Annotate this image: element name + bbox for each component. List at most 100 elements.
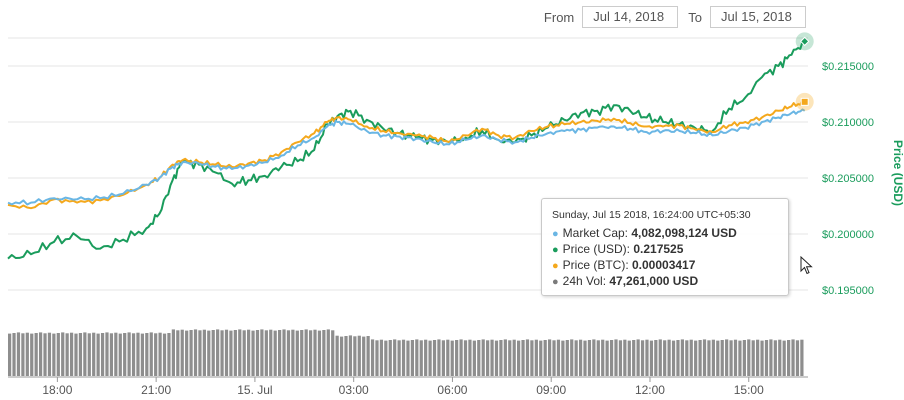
volume-bar [127, 332, 131, 376]
volume-bar [410, 340, 415, 376]
volume-bar [216, 329, 220, 376]
to-date-input[interactable]: Jul 15, 2018 [710, 6, 806, 28]
volume-bar [791, 339, 795, 376]
price-usd-marker [800, 36, 810, 47]
volume-bar [570, 339, 574, 376]
y-axis-title: Price (USD) [891, 140, 904, 206]
volume-bar [733, 339, 738, 376]
volume-bar [114, 332, 118, 376]
volume-bar [105, 332, 109, 376]
volume-bar [74, 333, 78, 376]
volume-bar [87, 333, 91, 376]
tooltip-date: Sunday, Jul 15 2018, 16:24:00 UTC+05:30 [552, 209, 751, 221]
volume-bar [393, 339, 397, 376]
volume-bar [707, 340, 711, 376]
volume-bar [747, 339, 751, 376]
volume-bar [587, 340, 592, 376]
price-usd-dot-icon: ● [552, 244, 559, 256]
volume-bar [251, 330, 255, 376]
series-line-price-usd [7, 40, 805, 260]
price-btc-marker [800, 97, 809, 106]
volume-bar [335, 335, 339, 376]
volume-bar [778, 339, 782, 376]
volume-bar [370, 339, 375, 376]
volume-bar [255, 330, 260, 376]
volume-bar [273, 330, 277, 376]
volume-bar [547, 339, 552, 376]
volume-bar [123, 333, 127, 376]
volume-bar [605, 340, 609, 376]
volume-bar [339, 336, 344, 376]
volume-bar [109, 333, 114, 376]
volume-bar [512, 339, 516, 376]
tooltip-row-price-usd: ● Price (USD): 0.217525 [552, 241, 778, 257]
volume-bar [229, 330, 233, 376]
y-tick-label: $0.205000 [822, 173, 874, 185]
y-axis: $0.215000 $0.210000 $0.205000 $0.200000 $0.1… [822, 61, 874, 297]
mouse-cursor-icon [800, 256, 813, 275]
volume-bar [521, 340, 525, 376]
market-cap-dot-icon: ● [552, 228, 559, 240]
volume-bar [211, 330, 215, 376]
volume-bar [131, 333, 136, 376]
volume-bar [800, 339, 804, 376]
volume-bar [468, 339, 472, 376]
volume-bar [171, 329, 175, 376]
y-tick-label: $0.200000 [822, 229, 874, 241]
volume-bar [583, 340, 587, 376]
volume-bar [353, 336, 357, 376]
volume-bar [787, 340, 791, 376]
volume-bar [561, 340, 565, 376]
volume-bar [65, 333, 69, 376]
volume-bar [295, 330, 299, 376]
volume-bar [525, 339, 530, 376]
volume-bar [331, 330, 335, 376]
to-label: To [688, 9, 702, 25]
volume-bar [69, 332, 74, 376]
y-tick-label: $0.215000 [822, 61, 874, 73]
x-axis: 18:00 21:00 15. Jul 03:00 06:00 09:00 12:00 15:… [8, 376, 808, 397]
volume-bar [56, 333, 60, 376]
volume-bar [773, 340, 777, 376]
volume-bar [632, 340, 636, 376]
volume-bar [428, 340, 432, 376]
tooltip-value: 47,261,000 USD [609, 274, 699, 288]
volume-bar [154, 333, 158, 376]
volume-bar [344, 336, 348, 376]
volume-bar [379, 339, 384, 376]
volume-bar [21, 333, 25, 376]
volume-bar [362, 336, 366, 376]
volume-bar [517, 340, 521, 376]
tooltip-row-volume: ● 24h Vol: 47,261,000 USD [552, 273, 778, 289]
volume-bar [242, 330, 246, 376]
volume-bar [34, 333, 38, 376]
volume-bar [322, 330, 326, 376]
volume-bar [308, 330, 313, 376]
volume-bar [760, 340, 764, 376]
from-date-input[interactable]: Jul 14, 2018 [582, 6, 679, 28]
volume-bar [140, 333, 145, 376]
volume-bar [530, 340, 534, 376]
volume-bar [348, 335, 353, 376]
volume-bar [742, 340, 746, 376]
volume-bar [455, 340, 459, 376]
volume-bar [145, 333, 149, 376]
series-end-markers [795, 32, 814, 111]
volume-bar [463, 340, 468, 376]
volume-bar [233, 330, 237, 376]
volume-bar [30, 333, 34, 376]
volume-bar [207, 330, 211, 376]
volume-bar [756, 339, 760, 376]
volume-bar [623, 339, 627, 376]
volume-bar [552, 340, 556, 376]
volume-bar [136, 332, 140, 376]
volume-bar [596, 340, 600, 376]
volume-bar [176, 330, 180, 376]
volume-bar [494, 340, 499, 376]
volume-bar [375, 340, 379, 376]
volume-bar [782, 340, 786, 376]
volume-bar [636, 339, 640, 376]
volume-bar [725, 339, 729, 376]
tooltip-value: 0.00003417 [632, 258, 696, 272]
